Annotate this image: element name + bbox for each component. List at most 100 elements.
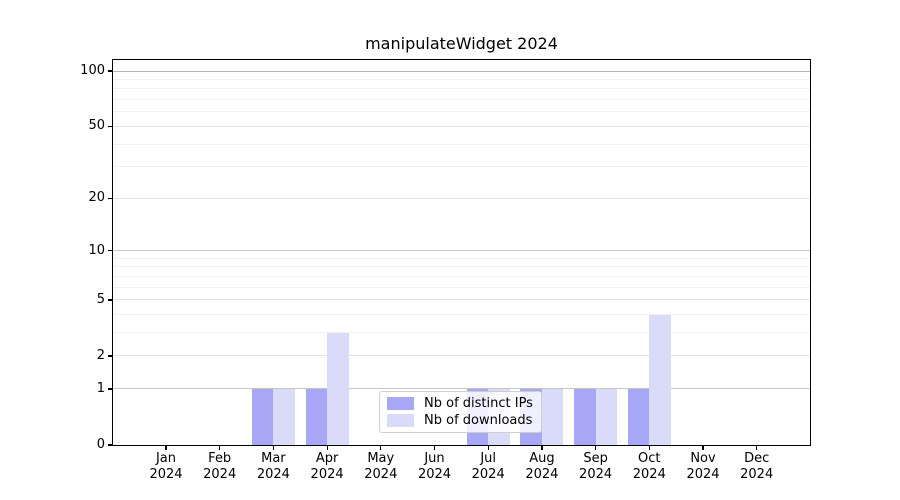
- gridline: [113, 197, 810, 199]
- bar-downloads-apr: [327, 332, 349, 445]
- minor-gridline: [113, 266, 810, 268]
- major-gridline: [113, 388, 810, 390]
- legend-item-distinct-ips: Nb of distinct IPs: [387, 396, 534, 411]
- legend-swatch-downloads: [387, 414, 414, 427]
- x-tick-label: Aug 2024: [510, 451, 574, 482]
- y-tick-label: 1: [96, 380, 105, 396]
- gridline: [113, 125, 810, 127]
- y-tick-label: 10: [88, 242, 105, 258]
- legend-label-downloads: Nb of downloads: [424, 413, 533, 428]
- x-tick-label: Sep 2024: [564, 451, 628, 482]
- gridline: [113, 299, 810, 301]
- x-tick-mark: [702, 446, 704, 450]
- minor-gridline: [113, 99, 810, 101]
- x-tick-month: Mar: [261, 451, 286, 466]
- x-tick-label: Feb 2024: [188, 451, 252, 482]
- x-tick-label: Jan 2024: [134, 451, 198, 482]
- x-tick-label: Jun 2024: [403, 451, 467, 482]
- x-tick-mark: [219, 446, 221, 450]
- bar-distinct-ips-sep: [574, 388, 596, 445]
- x-tick-month: Apr: [315, 451, 339, 466]
- x-tick-month: Dec: [744, 451, 770, 466]
- bar-distinct-ips-mar: [251, 388, 274, 445]
- bar-downloads-oct: [649, 314, 671, 445]
- y-tick-mark: [108, 250, 113, 252]
- x-tick-month: Jul: [480, 451, 497, 466]
- x-tick-label: Apr 2024: [295, 451, 359, 482]
- x-tick-month: Feb: [208, 451, 232, 466]
- bar-downloads-sep: [595, 388, 618, 445]
- plot-area: [113, 60, 810, 445]
- x-tick-year: 2024: [256, 466, 290, 482]
- x-tick-label: Dec 2024: [725, 451, 789, 482]
- minor-gridline: [113, 166, 810, 168]
- x-tick-label: Jul 2024: [456, 451, 520, 482]
- minor-gridline: [113, 314, 810, 316]
- chart-title: manipulateWidget 2024: [365, 34, 558, 53]
- x-tick-label: Oct 2024: [617, 451, 681, 482]
- y-tick-label: 0: [96, 437, 105, 452]
- x-tick-mark: [648, 446, 650, 450]
- x-tick-year: 2024: [471, 466, 505, 482]
- x-tick-year: 2024: [417, 466, 452, 482]
- x-tick-month: Nov: [690, 451, 716, 466]
- gridline: [113, 355, 810, 357]
- x-tick-mark: [487, 446, 489, 450]
- x-tick-mark: [756, 446, 758, 450]
- y-tick-mark: [108, 125, 113, 128]
- minor-gridline: [113, 143, 810, 145]
- y-tick-mark: [108, 388, 113, 390]
- minor-gridline: [113, 332, 810, 334]
- x-tick-month: Sep: [583, 451, 608, 466]
- x-tick-year: 2024: [740, 466, 774, 482]
- x-tick-month: Jan: [155, 451, 177, 466]
- x-tick-year: 2024: [579, 466, 613, 482]
- x-tick-year: 2024: [686, 466, 720, 482]
- y-tick-label: 20: [88, 190, 105, 206]
- x-tick-month: Aug: [529, 451, 555, 466]
- minor-gridline: [113, 111, 810, 113]
- y-tick-mark: [108, 444, 113, 446]
- x-tick-month: Oct: [638, 451, 661, 466]
- y-tick-label: 50: [88, 118, 105, 134]
- x-tick-year: 2024: [525, 466, 559, 482]
- x-tick-month: Jun: [424, 451, 445, 466]
- major-gridline: [113, 250, 810, 252]
- x-tick-mark: [541, 446, 543, 450]
- y-tick-label: 5: [96, 291, 105, 307]
- y-tick-label: 2: [96, 347, 105, 363]
- minor-gridline: [113, 286, 810, 288]
- x-tick-year: 2024: [310, 466, 344, 482]
- x-tick-label: Mar 2024: [241, 451, 305, 482]
- x-tick-mark: [272, 446, 275, 450]
- x-tick-label: Nov 2024: [671, 451, 735, 482]
- minor-gridline: [113, 88, 810, 90]
- y-tick-mark: [108, 299, 113, 301]
- legend-label-distinct-ips: Nb of distinct IPs: [424, 396, 533, 411]
- x-tick-year: 2024: [203, 466, 237, 482]
- y-tick-label: 100: [80, 63, 105, 78]
- minor-gridline: [113, 257, 810, 259]
- bar-distinct-ips-apr: [305, 388, 328, 445]
- minor-gridline: [113, 275, 810, 277]
- x-tick-year: 2024: [364, 466, 398, 482]
- x-tick-year: 2024: [149, 466, 183, 482]
- y-tick-mark: [108, 355, 113, 357]
- x-tick-mark: [326, 446, 328, 450]
- x-tick-mark: [433, 446, 436, 450]
- x-tick-mark: [380, 446, 382, 450]
- x-tick-mark: [165, 446, 167, 450]
- legend-item-downloads: Nb of downloads: [387, 413, 534, 428]
- bar-downloads-mar: [273, 388, 295, 445]
- x-tick-mark: [595, 446, 597, 450]
- x-tick-label: May 2024: [349, 451, 413, 482]
- legend-swatch-distinct-ips: [387, 397, 414, 410]
- x-tick-month: May: [367, 451, 395, 466]
- y-tick-mark: [108, 70, 113, 72]
- minor-gridline: [113, 78, 810, 80]
- x-tick-year: 2024: [632, 466, 666, 482]
- legend: Nb of distinct IPs Nb of downloads: [379, 391, 542, 433]
- major-gridline: [113, 70, 810, 72]
- bar-distinct-ips-oct: [627, 388, 650, 445]
